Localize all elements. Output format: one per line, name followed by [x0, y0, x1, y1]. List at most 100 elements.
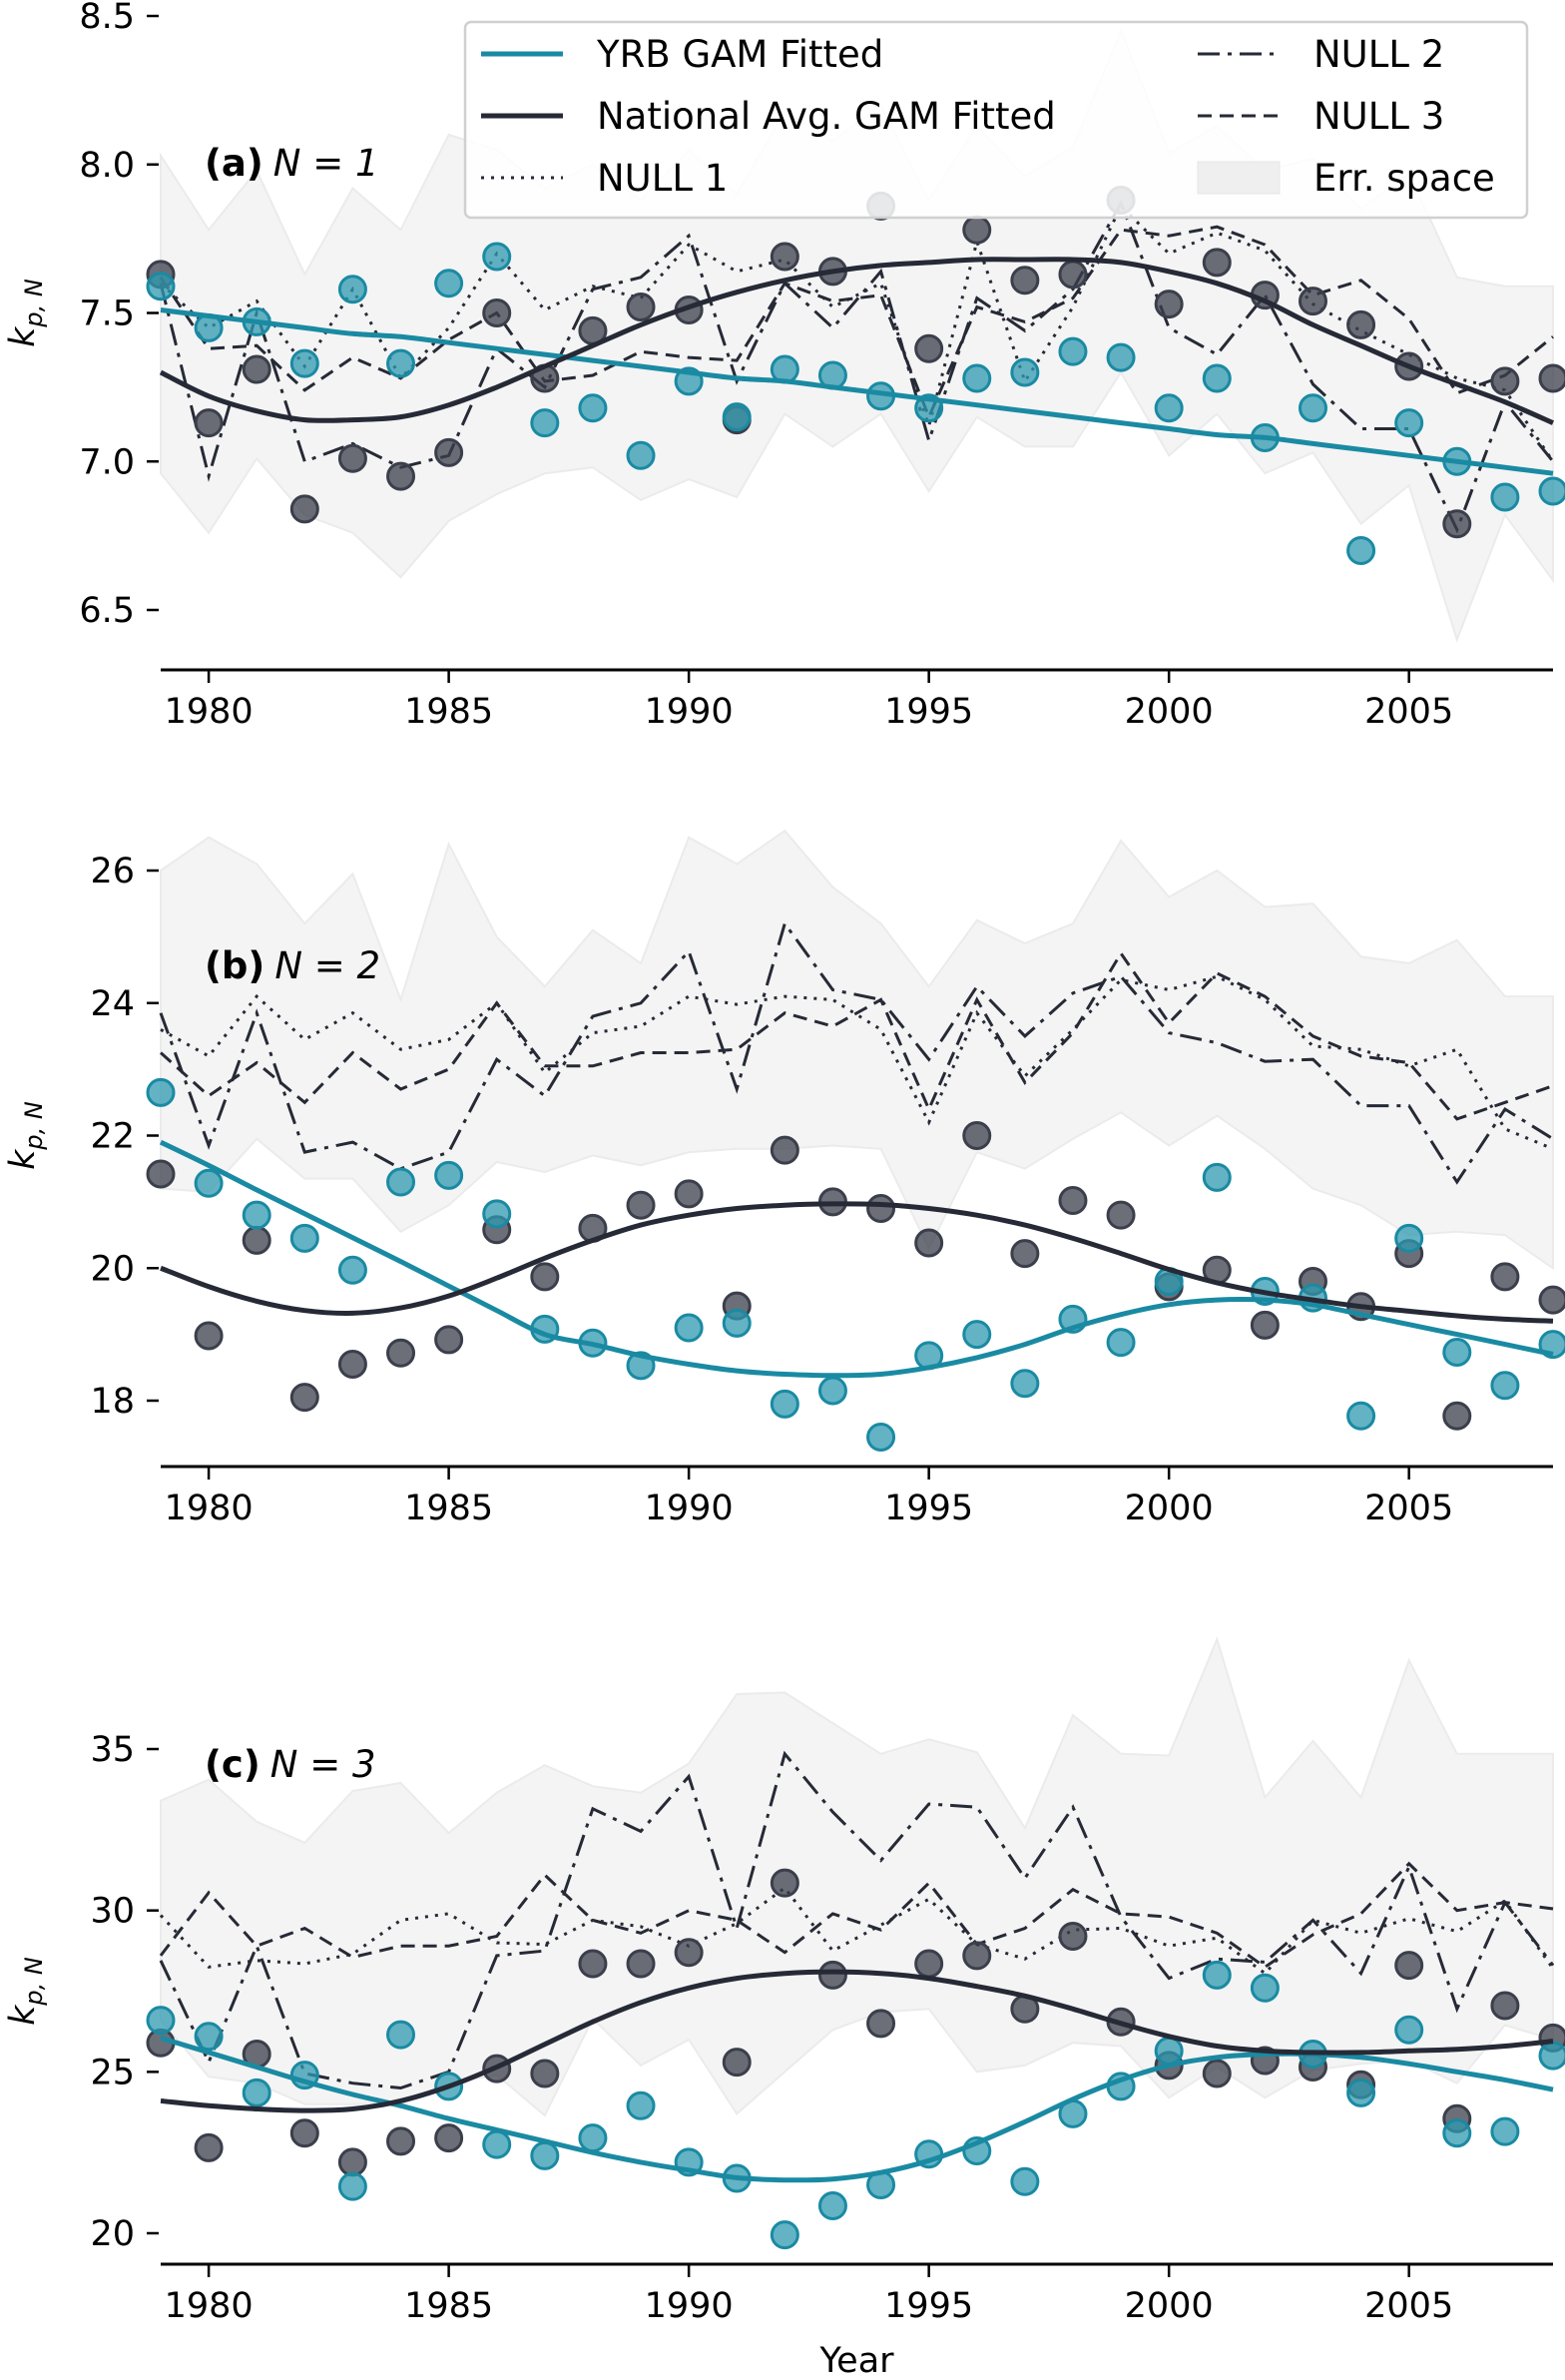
national-point — [770, 1135, 799, 1165]
yrb-point — [1106, 342, 1136, 372]
national-point — [194, 1321, 224, 1351]
national-point — [530, 2059, 560, 2088]
yrb-point — [1442, 2118, 1472, 2148]
national-point — [626, 1190, 656, 1220]
national-gam-line — [160, 1201, 1554, 1324]
panel-n: N = 3 — [270, 1743, 376, 1786]
yrb-point — [1346, 2078, 1376, 2107]
national-point — [1106, 1200, 1136, 1230]
yrb-point — [1442, 1338, 1472, 1368]
national-point — [914, 1949, 944, 1979]
yrb-point — [386, 1167, 416, 1197]
y-tick-label: 26 — [90, 852, 135, 892]
national-point — [242, 354, 271, 384]
yrb-point — [146, 272, 176, 301]
national-point — [1298, 287, 1327, 316]
x-tick-label: 1995 — [884, 692, 973, 732]
y-tick-label: 35 — [90, 1730, 135, 1770]
yrb-point — [722, 402, 752, 432]
y-tick-label: 7.0 — [79, 442, 135, 482]
yrb-point — [1394, 2015, 1424, 2045]
yrb-point — [337, 1255, 367, 1285]
y-label-k: k — [3, 325, 43, 347]
yrb-point — [434, 269, 464, 298]
panel-c: 1980 1985 1990 1995 2000 2005 20 25 30 35 kp, N (c)… — [3, 1636, 1565, 2380]
national-point — [626, 293, 656, 322]
yrb-point — [1058, 336, 1088, 366]
x-tick-label: 1985 — [404, 2286, 493, 2326]
national-point — [1202, 2059, 1232, 2088]
yrb-point — [1298, 393, 1327, 423]
national-point — [386, 2126, 416, 2156]
yrb-point — [1394, 1223, 1424, 1253]
legend-label: National Avg. GAM Fitted — [597, 95, 1056, 138]
national-point — [1538, 363, 1565, 393]
x-tick-label: 1980 — [165, 1488, 254, 1528]
national-point — [962, 1121, 992, 1150]
yrb-point — [242, 1200, 271, 1230]
yrb-point — [1490, 482, 1520, 512]
y-axis-label: kp, N — [3, 279, 48, 347]
national-point — [386, 461, 416, 491]
panel-label: (a) N = 1 — [205, 142, 379, 185]
yrb-point — [1250, 1973, 1280, 2003]
y-label-subscript: p, N — [20, 1101, 48, 1150]
series-line-null-3 — [159, 1861, 1554, 1970]
yrb-point — [1154, 2036, 1184, 2066]
national-point — [866, 2009, 896, 2039]
yrb-point — [289, 348, 319, 378]
series-line-null-2 — [159, 919, 1554, 1185]
yrb-point — [482, 2129, 512, 2159]
y-tick-label: 18 — [90, 1382, 135, 1422]
yrb-point — [337, 275, 367, 304]
legend-label: NULL 1 — [597, 157, 728, 200]
national-point — [962, 1941, 992, 1971]
national-point — [1490, 1262, 1520, 1292]
y-tick-label: 30 — [90, 1892, 135, 1932]
national-point — [1010, 1239, 1040, 1269]
yrb-point — [817, 1376, 847, 1406]
y-tick-label: 22 — [90, 1117, 135, 1157]
yrb-point — [1346, 536, 1376, 565]
yrb-point — [337, 2171, 367, 2201]
yrb-point — [146, 1077, 176, 1107]
legend-item-null-2: NULL 2 — [1198, 33, 1444, 76]
panel-n: N = 1 — [273, 142, 379, 185]
yrb-point — [1490, 2116, 1520, 2146]
national-point — [530, 1262, 560, 1292]
legend-label: NULL 2 — [1313, 33, 1444, 76]
national-point — [194, 408, 224, 438]
y-label-subscript: p, N — [20, 1957, 48, 2006]
x-tick-label: 2000 — [1125, 1488, 1214, 1528]
x-tick-label: 1980 — [165, 692, 254, 732]
national-point — [1346, 309, 1376, 339]
national-point — [289, 494, 319, 524]
yrb-point — [817, 2191, 847, 2221]
yrb-point — [1010, 357, 1040, 387]
err-space-band — [160, 1636, 1554, 2117]
yrb-point — [770, 2220, 799, 2250]
y-tick-label: 20 — [90, 2214, 135, 2254]
err-space-band — [160, 829, 1554, 1271]
national-point — [1394, 1951, 1424, 1981]
yrb-point — [434, 1160, 464, 1190]
yrb-point — [242, 2078, 271, 2107]
national-point — [914, 1228, 944, 1258]
x-tick-label: 1980 — [165, 2286, 254, 2326]
y-axis-label: kp, N — [3, 1101, 48, 1170]
yrb-point — [1538, 2041, 1565, 2071]
legend-item-yrb-gam-fitted: YRB GAM Fitted — [481, 33, 883, 76]
national-point — [1010, 266, 1040, 296]
national-point — [817, 1960, 847, 1990]
yrb-point — [1346, 1401, 1376, 1431]
x-tick-label: 2005 — [1364, 1488, 1453, 1528]
yrb-point — [578, 393, 608, 423]
national-point — [722, 2048, 752, 2078]
yrb-point — [289, 1223, 319, 1253]
legend-item-national-avg-gam-fitted: National Avg. GAM Fitted — [481, 95, 1056, 138]
yrb-point — [962, 363, 992, 393]
yrb-point — [1010, 1369, 1040, 1399]
x-tick-label: 2000 — [1125, 692, 1214, 732]
yrb-point — [194, 2022, 224, 2052]
